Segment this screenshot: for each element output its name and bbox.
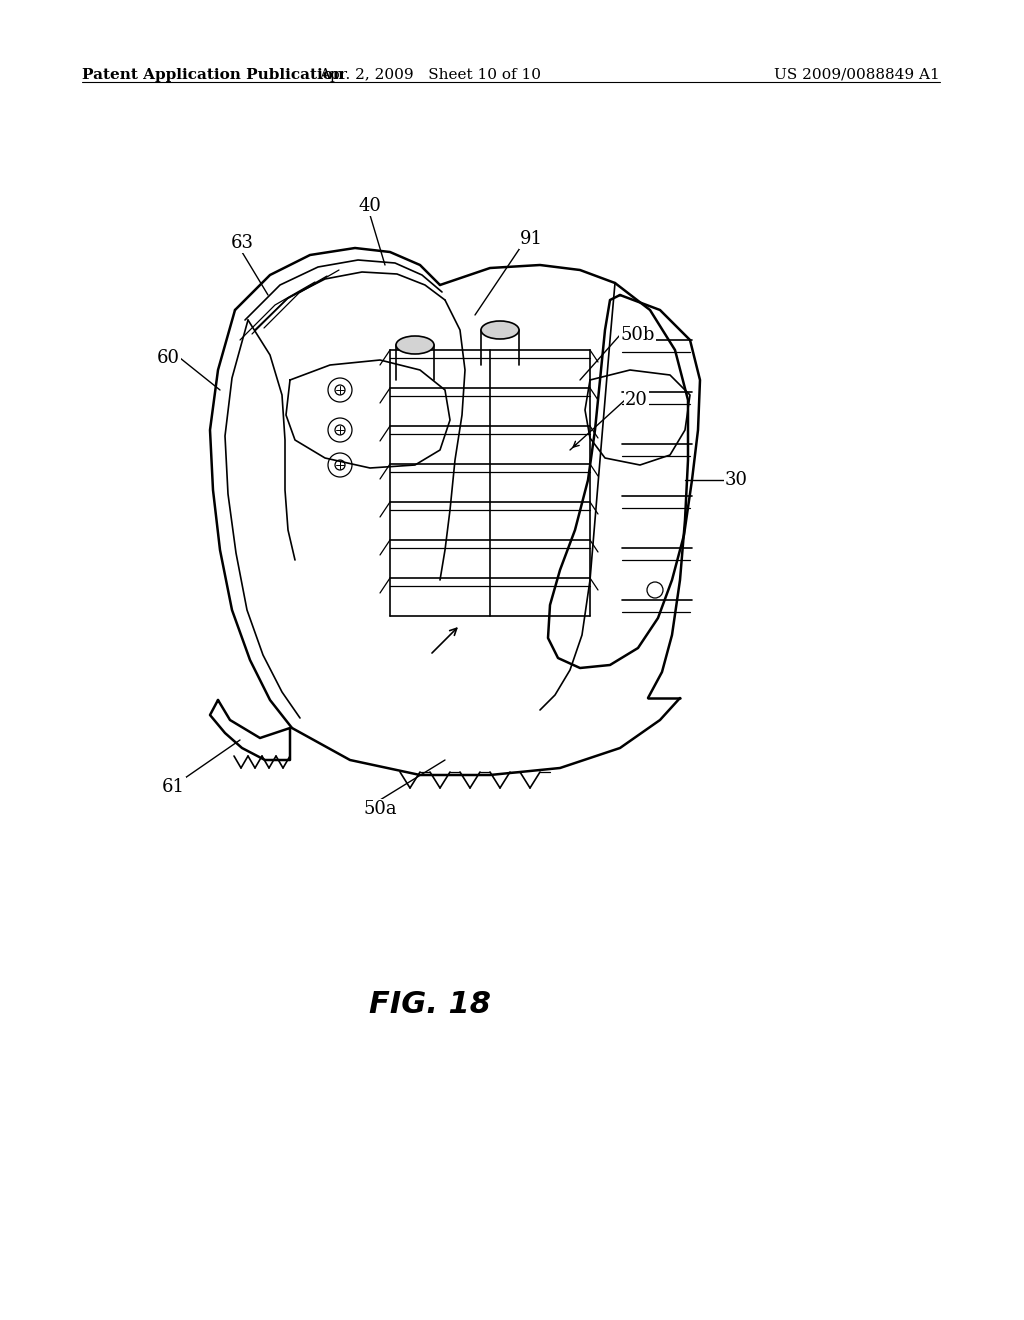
Text: Patent Application Publication: Patent Application Publication bbox=[82, 69, 344, 82]
Text: 63: 63 bbox=[230, 234, 254, 252]
Text: 91: 91 bbox=[520, 230, 543, 248]
Text: FIG. 18: FIG. 18 bbox=[369, 990, 490, 1019]
Text: 50a: 50a bbox=[364, 800, 397, 818]
Text: 61: 61 bbox=[162, 777, 185, 796]
Text: 30: 30 bbox=[725, 471, 748, 488]
Text: 60: 60 bbox=[157, 348, 180, 367]
Text: 50b: 50b bbox=[620, 326, 654, 345]
Text: 20: 20 bbox=[625, 391, 648, 409]
Text: 40: 40 bbox=[358, 197, 381, 215]
Ellipse shape bbox=[481, 321, 519, 339]
Ellipse shape bbox=[396, 337, 434, 354]
Text: Apr. 2, 2009   Sheet 10 of 10: Apr. 2, 2009 Sheet 10 of 10 bbox=[319, 69, 541, 82]
Text: US 2009/0088849 A1: US 2009/0088849 A1 bbox=[774, 69, 940, 82]
